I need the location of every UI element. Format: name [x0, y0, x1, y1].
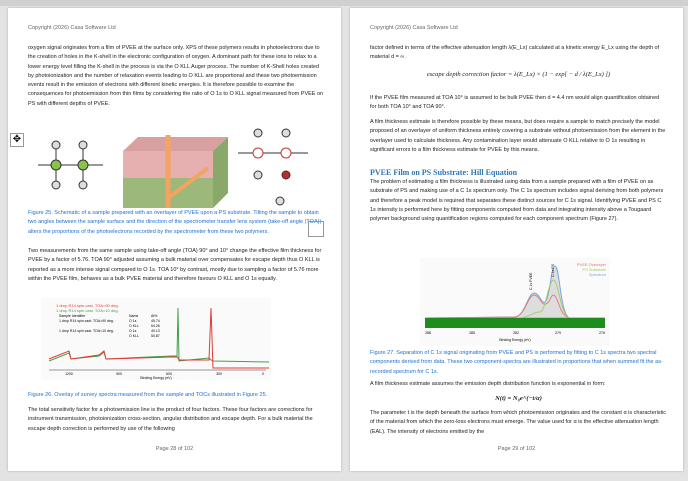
svg-text:282: 282 [513, 331, 519, 335]
legend-pvee: PVEE Overlayer [577, 262, 607, 267]
svg-text:1 drop R14 spin cast. TOA=10 d: 1 drop R14 spin cast. TOA=10 deg. [59, 329, 114, 333]
svg-text:O 1s: O 1s [129, 319, 137, 323]
x-axis-label: Binding Energy (eV) [499, 338, 530, 342]
table-header: At% [151, 314, 157, 318]
svg-text:300: 300 [216, 372, 222, 376]
svg-text:54.26: 54.26 [151, 324, 160, 328]
equation-depth-distribution: N(t) = N₀e^(−t/α) [495, 395, 542, 402]
svg-text:900: 900 [116, 372, 122, 376]
x-axis-label: Binding Energy (eV) [140, 376, 171, 380]
figure-26-survey-chart: 1 drop R14 spin cast. TOA=90 deg. 1 drop… [41, 298, 271, 380]
svg-text:279: 279 [555, 331, 561, 335]
move-handle-icon[interactable]: ✥ [10, 133, 24, 147]
legend-tac90: 1 drop R14 spin cast. TOA=90 deg. [56, 303, 119, 308]
paragraph: The problem of estimating a film thickne… [370, 179, 664, 223]
figure-25-schematic [38, 128, 308, 208]
svg-text:45.74: 45.74 [151, 319, 160, 323]
svg-text:50.87: 50.87 [151, 334, 160, 338]
table-header: Name [129, 314, 138, 318]
paragraph: If the PVEE film measured at TOA 10° is … [370, 95, 660, 111]
svg-text:285: 285 [469, 331, 475, 335]
page-header: Copyright (2026) Casa Software Ltd [28, 25, 116, 31]
paragraph: The total sensitivity factor for a photo… [28, 407, 313, 432]
page-footer: Page 28 of 102 [155, 446, 194, 452]
page-28: Copyright (2026) Casa Software Ltd oxyge… [8, 8, 341, 471]
paragraph: A film thickness estimate is therefore p… [370, 119, 666, 153]
svg-text:49.13: 49.13 [151, 329, 160, 333]
legend-spectrum: Spectrum [589, 272, 607, 277]
quant-table: 1 drop R14 spin cast. TOA=90 deg. O 1s 45.… [59, 319, 160, 338]
spectrum-tac90 [48, 307, 269, 369]
paragraph: Two measurements from the same sample us… [28, 248, 322, 282]
paragraph: A film thickness estimate assumes the em… [370, 381, 606, 387]
svg-text:O KLL: O KLL [129, 334, 139, 338]
ps-component [519, 279, 571, 319]
quantification-region [425, 318, 605, 328]
svg-text:0: 0 [262, 372, 264, 376]
pvee-component [424, 294, 605, 319]
figure-27-c1s-chart: PVEE Overlayer PS Substrate Spectrum C 1… [420, 258, 610, 346]
paragraph: oxygen signal originates from a film of … [28, 45, 324, 107]
figure-26-caption: Figure 26. Overlay of survey spectra mea… [28, 392, 268, 398]
page-footer: Page 29 of 102 [497, 446, 536, 452]
page-29: Copyright (2026) Casa Software Ltd facto… [350, 8, 683, 471]
figure-27-caption: Figure 27. Separation of C 1s signal ori… [370, 350, 663, 375]
svg-text:1 drop R14 spin cast. TOA=90 d: 1 drop R14 spin cast. TOA=90 deg. [59, 319, 114, 323]
table-header: Sample Identifier [59, 314, 86, 318]
x-ticks: 1200 900 600 300 0 [65, 372, 264, 376]
svg-text:600: 600 [166, 372, 172, 376]
toolbar-strip [0, 0, 688, 6]
paragraph: factor defined in terms of the effective… [370, 45, 660, 61]
svg-text:O 1s: O 1s [129, 329, 137, 333]
legend-ps: PS Substrate [582, 267, 606, 272]
peak-label-pvee: C 1s PVEE [529, 272, 533, 290]
x-ticks: 288 285 282 279 276 [425, 331, 605, 335]
svg-text:288: 288 [425, 331, 431, 335]
peak-label-ps: C 1s PS [551, 263, 555, 277]
svg-text:O KLL: O KLL [129, 324, 139, 328]
paragraph: The parameter t is the depth beneath the… [370, 410, 667, 435]
section-heading: PVEE Film on PS Substrate: Hill Equation [370, 168, 518, 177]
svg-text:276: 276 [599, 331, 605, 335]
figure-25-caption: Figure 25. Schematic of a sample prepare… [28, 210, 322, 235]
equation-escape-depth: escape depth correction factor = λ(E_Lx)… [426, 71, 611, 78]
page-header: Copyright (2026) Casa Software Ltd [370, 25, 458, 31]
legend-tac10: 1 drop R14 spin cast. TOA=10 deg. [56, 308, 119, 313]
svg-text:1200: 1200 [65, 372, 73, 376]
selection-box[interactable] [308, 221, 324, 237]
